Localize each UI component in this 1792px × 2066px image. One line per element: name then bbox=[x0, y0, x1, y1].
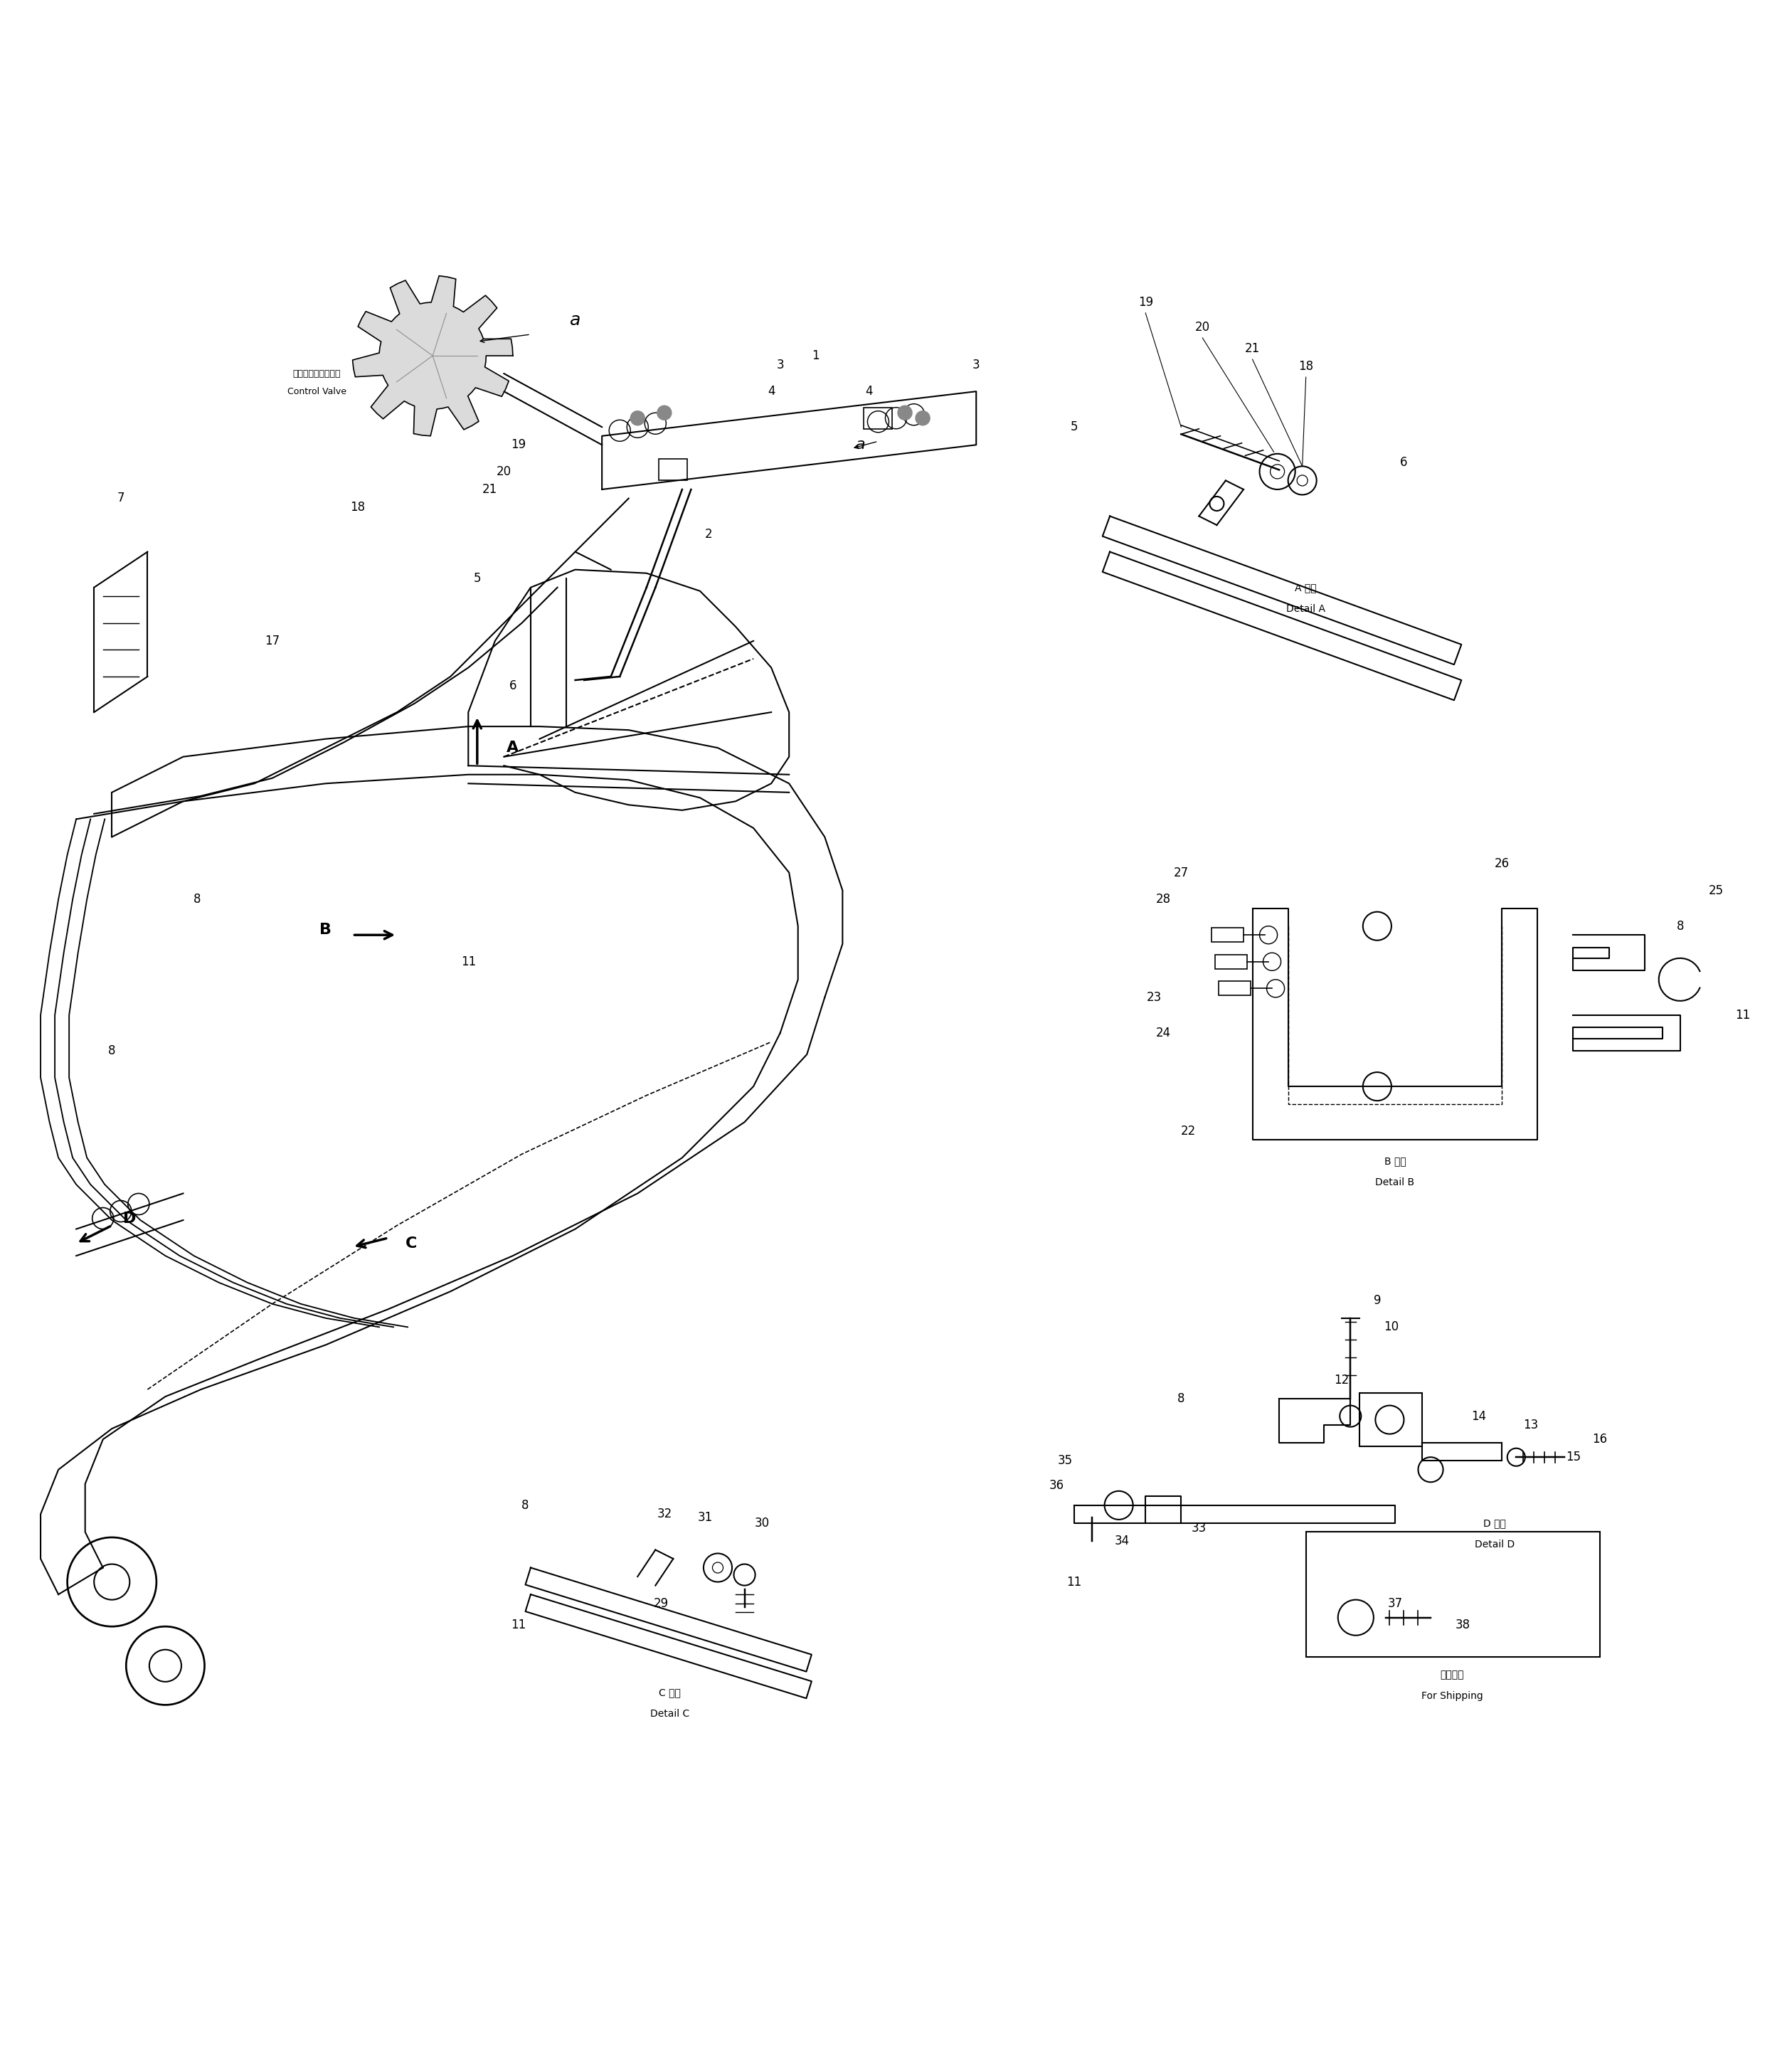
Text: 21: 21 bbox=[1245, 343, 1260, 355]
Text: C: C bbox=[405, 1235, 418, 1250]
Bar bbox=[864, 407, 892, 430]
Text: 28: 28 bbox=[1156, 893, 1170, 905]
Text: 25: 25 bbox=[1708, 884, 1724, 897]
Text: 5: 5 bbox=[473, 572, 480, 585]
Text: 24: 24 bbox=[1156, 1027, 1170, 1039]
Text: 30: 30 bbox=[754, 1516, 771, 1529]
Text: B 詳細: B 詳細 bbox=[1383, 1157, 1407, 1167]
Text: Detail A: Detail A bbox=[1287, 603, 1326, 614]
Text: Detail D: Detail D bbox=[1475, 1539, 1514, 1550]
Circle shape bbox=[916, 411, 930, 426]
Text: 19: 19 bbox=[511, 438, 525, 450]
Text: 8: 8 bbox=[194, 893, 201, 905]
Text: 11: 11 bbox=[1066, 1576, 1082, 1589]
Text: a: a bbox=[855, 438, 866, 452]
Text: Control Valve: Control Valve bbox=[287, 386, 346, 397]
Text: 5: 5 bbox=[1070, 421, 1079, 434]
Text: 20: 20 bbox=[1195, 320, 1210, 333]
Text: 1: 1 bbox=[812, 349, 819, 362]
Text: 16: 16 bbox=[1593, 1434, 1607, 1446]
Text: 32: 32 bbox=[656, 1508, 672, 1521]
Text: C 詳細: C 詳細 bbox=[659, 1688, 681, 1698]
Text: 13: 13 bbox=[1523, 1419, 1538, 1432]
Text: 33: 33 bbox=[1192, 1523, 1206, 1535]
Text: D: D bbox=[124, 1211, 136, 1225]
Text: Detail C: Detail C bbox=[650, 1709, 690, 1719]
Text: Detail B: Detail B bbox=[1376, 1178, 1414, 1188]
Text: 29: 29 bbox=[654, 1597, 668, 1609]
Circle shape bbox=[658, 405, 672, 419]
Text: 4: 4 bbox=[767, 384, 774, 399]
Text: コントロールバルブ: コントロールバルブ bbox=[292, 370, 340, 378]
Text: 11: 11 bbox=[511, 1618, 525, 1630]
Text: 6: 6 bbox=[509, 680, 516, 692]
Text: 18: 18 bbox=[349, 500, 366, 514]
Bar bbox=[1219, 981, 1251, 996]
Bar bbox=[1215, 954, 1247, 969]
Text: 運携部品: 運携部品 bbox=[1441, 1669, 1464, 1680]
Bar bbox=[1211, 928, 1244, 942]
Text: D 詳細: D 詳細 bbox=[1484, 1519, 1505, 1529]
Circle shape bbox=[631, 411, 645, 426]
Text: 8: 8 bbox=[521, 1500, 529, 1512]
Text: 19: 19 bbox=[1138, 295, 1152, 308]
Text: 22: 22 bbox=[1181, 1124, 1195, 1138]
Text: 8: 8 bbox=[1676, 919, 1684, 932]
Text: a: a bbox=[570, 312, 581, 328]
Text: 6: 6 bbox=[1400, 457, 1409, 469]
Text: A 詳細: A 詳細 bbox=[1296, 583, 1317, 593]
Text: 4: 4 bbox=[866, 384, 873, 399]
Text: 3: 3 bbox=[973, 357, 980, 372]
Text: 34: 34 bbox=[1115, 1535, 1129, 1547]
Text: 8: 8 bbox=[108, 1045, 116, 1058]
Text: For Shipping: For Shipping bbox=[1421, 1690, 1482, 1700]
Bar bbox=[1360, 1392, 1421, 1446]
Polygon shape bbox=[353, 277, 513, 436]
Text: A: A bbox=[507, 742, 520, 754]
Text: 26: 26 bbox=[1495, 857, 1509, 870]
Text: 11: 11 bbox=[461, 954, 477, 969]
Text: 38: 38 bbox=[1455, 1618, 1469, 1630]
Text: 9: 9 bbox=[1373, 1293, 1382, 1306]
Text: 31: 31 bbox=[697, 1512, 713, 1525]
Text: 15: 15 bbox=[1566, 1450, 1581, 1463]
Text: 18: 18 bbox=[1299, 359, 1314, 372]
Text: 8: 8 bbox=[1177, 1392, 1185, 1405]
Text: 11: 11 bbox=[1735, 1008, 1751, 1021]
Text: 35: 35 bbox=[1057, 1454, 1073, 1467]
Text: 36: 36 bbox=[1048, 1479, 1064, 1492]
Text: 27: 27 bbox=[1174, 866, 1188, 878]
Text: 3: 3 bbox=[776, 357, 783, 372]
Bar bbox=[1306, 1533, 1600, 1657]
Circle shape bbox=[898, 405, 912, 419]
Text: 12: 12 bbox=[1333, 1374, 1349, 1386]
Text: 2: 2 bbox=[704, 527, 713, 541]
Bar bbox=[659, 459, 688, 481]
Text: 23: 23 bbox=[1147, 992, 1161, 1004]
Text: 37: 37 bbox=[1387, 1597, 1403, 1609]
Text: B: B bbox=[319, 924, 332, 936]
Text: 20: 20 bbox=[496, 465, 511, 477]
Text: 10: 10 bbox=[1383, 1320, 1400, 1333]
Text: 7: 7 bbox=[116, 492, 124, 504]
Text: 17: 17 bbox=[265, 634, 280, 647]
Text: 14: 14 bbox=[1471, 1409, 1486, 1423]
Text: 21: 21 bbox=[482, 483, 496, 496]
